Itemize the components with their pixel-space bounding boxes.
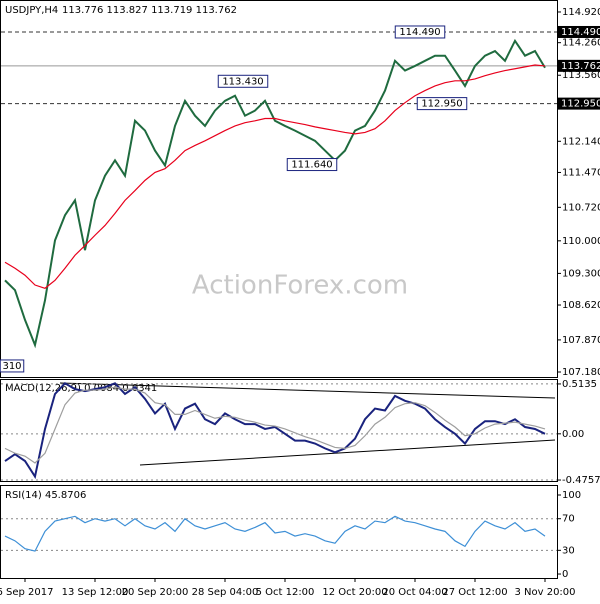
annotation-label: 310 bbox=[2, 361, 21, 372]
y-tick-label: 107.180 bbox=[562, 367, 600, 378]
y-tick-label: 109.300 bbox=[562, 268, 600, 279]
series-line bbox=[4, 515, 546, 552]
chart-title: USDJPY,H4 bbox=[5, 5, 58, 16]
annotation-label: 111.640 bbox=[291, 160, 332, 171]
level-label: 114.490 bbox=[561, 27, 600, 38]
y-tick-label: 110.000 bbox=[562, 236, 600, 247]
y-tick-label: -0.4757 bbox=[562, 475, 600, 486]
y-tick-label: 107.870 bbox=[562, 335, 600, 346]
annotation-label: 113.430 bbox=[222, 76, 263, 87]
y-tick-label: 100 bbox=[562, 490, 581, 501]
chart-subtitle: 113.776 113.827 113.719 113.762 bbox=[62, 5, 237, 16]
series-line bbox=[4, 386, 546, 464]
x-tick-label: 27 Oct 12:00 bbox=[442, 587, 507, 598]
annotation-box bbox=[0, 359, 25, 373]
y-tick-label: 70 bbox=[562, 514, 575, 525]
series-line bbox=[4, 64, 546, 289]
macd-frame bbox=[0, 379, 558, 482]
series-line bbox=[4, 382, 546, 480]
y-tick-label: 0.5135 bbox=[562, 379, 597, 390]
y-tick-label: 111.470 bbox=[562, 167, 600, 178]
level-box bbox=[558, 97, 600, 110]
annotation-box bbox=[416, 97, 468, 111]
rsi-frame bbox=[0, 485, 558, 579]
trendline bbox=[139, 439, 556, 466]
y-tick-label: 112.140 bbox=[562, 136, 600, 147]
annotation-label: 112.950 bbox=[421, 99, 462, 110]
y-tick-label: 114.920 bbox=[562, 7, 600, 18]
y-tick-label: 0.00 bbox=[562, 429, 584, 440]
y-tick-label: 30 bbox=[562, 545, 575, 556]
x-tick-label: 5 Oct 12:00 bbox=[256, 587, 315, 598]
series-line bbox=[4, 38, 546, 349]
x-tick-label: 3 Nov 20:00 bbox=[514, 587, 575, 598]
x-tick-label: 13 Sep 12:00 bbox=[62, 587, 129, 598]
x-tick-label: 20 Sep 20:00 bbox=[122, 587, 189, 598]
trendline bbox=[59, 382, 556, 399]
level-label: 112.950 bbox=[561, 99, 600, 110]
watermark: ActionForex.com bbox=[192, 271, 408, 301]
main-frame bbox=[0, 0, 558, 378]
macd-title: MACD(12,26,9) 0.0084 0.0341 bbox=[5, 383, 157, 394]
level-box bbox=[558, 25, 600, 38]
annotation-box bbox=[394, 25, 446, 39]
last-price-box bbox=[558, 59, 600, 72]
last-price-label: 113.762 bbox=[561, 61, 600, 72]
x-tick-label: 28 Sep 04:00 bbox=[192, 587, 259, 598]
y-tick-label: 110.720 bbox=[562, 202, 600, 213]
annotation-box bbox=[217, 74, 269, 88]
y-tick-label: 114.260 bbox=[562, 38, 600, 49]
x-tick-label: 12 Oct 20:00 bbox=[322, 587, 387, 598]
y-tick-label: 108.620 bbox=[562, 300, 600, 311]
x-tick-label: 6 Sep 2017 bbox=[0, 587, 54, 598]
y-tick-label: 0 bbox=[562, 569, 568, 580]
y-tick-label: 113.560 bbox=[562, 70, 600, 81]
rsi-title: RSI(14) 45.8706 bbox=[5, 490, 86, 501]
annotation-box bbox=[286, 158, 338, 172]
annotation-label: 114.490 bbox=[399, 27, 440, 38]
x-tick-label: 20 Oct 04:00 bbox=[382, 587, 447, 598]
